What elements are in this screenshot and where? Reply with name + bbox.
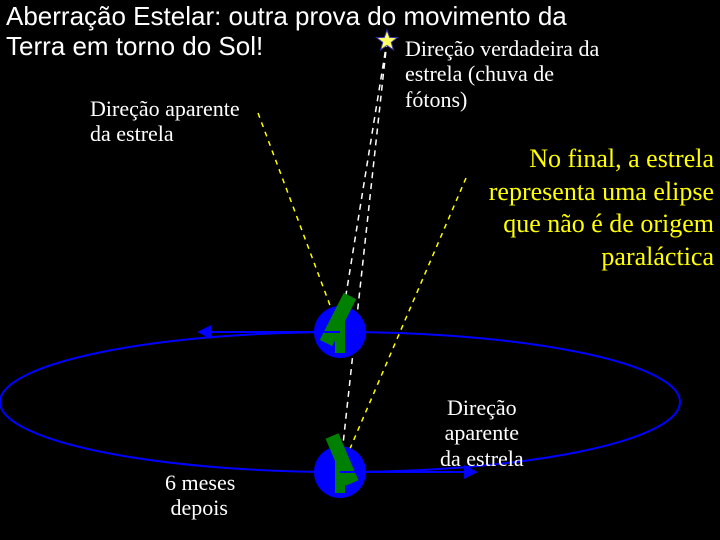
label-true-direction: Direção verdadeira da estrela (chuva de … (405, 36, 599, 112)
title: Aberração Estelar: outra prova do movime… (6, 2, 706, 62)
label-six-months: 6 meses depois (165, 470, 235, 521)
label-apparent-bottom: Direção aparente da estrela (440, 395, 524, 471)
true-ray-bottom (340, 41, 387, 472)
true-ray-top (340, 41, 387, 332)
label-conclusion: No final, a estrela representa uma elips… (452, 143, 714, 273)
label-apparent-left: Direção aparente da estrela (90, 96, 240, 147)
apparent-ray-top (258, 113, 340, 332)
